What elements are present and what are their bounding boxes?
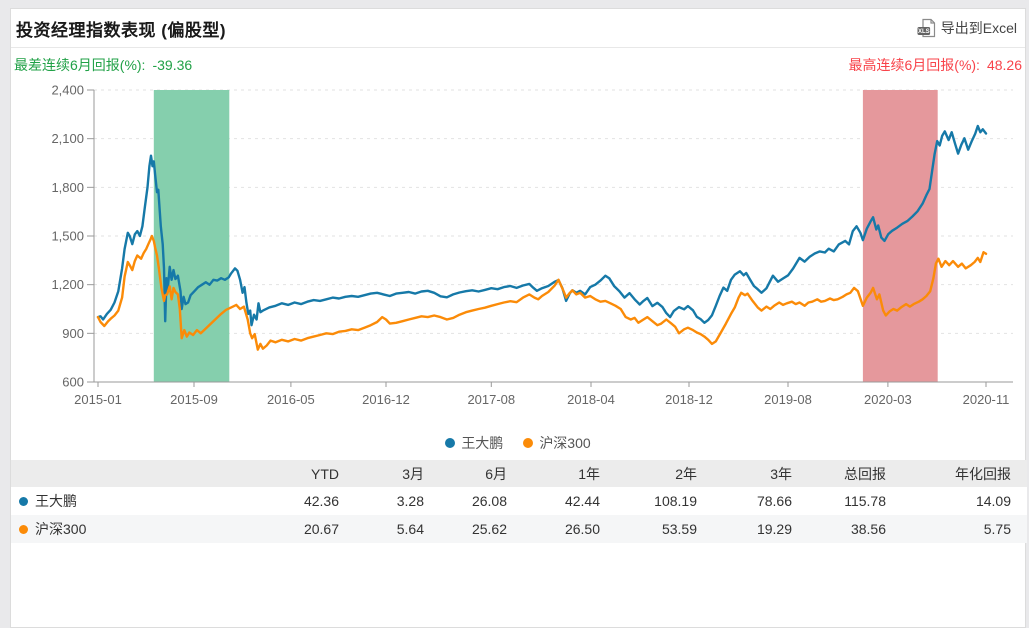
- legend-dot-hs300: [523, 438, 534, 448]
- cell-wangdapeng-3y: 78.66: [756, 493, 792, 509]
- performance-table: YTD 3月 6月 1年 2年 3年 总回报 年化回报 王大鹏 42.36 3.…: [11, 460, 1027, 543]
- cell-hs300-ytd: 20.67: [303, 521, 339, 537]
- name-column-header: [11, 460, 266, 487]
- series-line-王大鹏[interactable]: [96, 124, 988, 327]
- col-header-total-return: 总回报: [844, 465, 886, 482]
- cell-wangdapeng-1y: 42.44: [564, 493, 600, 509]
- legend-label-wangdapeng: 王大鹏: [461, 435, 504, 451]
- x-tick-label-2015-01: 2015-01: [74, 392, 122, 407]
- y-tick-label-1500: 1,500: [51, 229, 84, 244]
- table-row-hs300: 沪深300 20.67 5.64 25.62 26.50 53.59 19.29…: [11, 515, 1027, 543]
- cell-hs300-total: 38.56: [850, 521, 886, 537]
- col-header-3y: 3年: [770, 465, 792, 482]
- x-tick-label-2017-08: 2017-08: [467, 392, 515, 407]
- legend-item-hs300[interactable]: 沪深300: [523, 433, 591, 453]
- legend-item-wangdapeng[interactable]: 王大鹏: [445, 433, 503, 453]
- best-6m-return-stat: 最高连续6月回报(%): 48.26: [849, 55, 1023, 75]
- cell-hs300-3y: 19.29: [756, 521, 792, 537]
- x-tick-label-2015-09: 2015-09: [170, 392, 218, 407]
- x-tick-label-2019-08: 2019-08: [764, 392, 812, 407]
- row-name-hs300: 沪深300: [35, 521, 87, 537]
- cell-wangdapeng-6m: 26.08: [471, 493, 507, 509]
- x-tick-label-2018-04: 2018-04: [567, 392, 615, 407]
- col-header-2y: 2年: [675, 465, 697, 482]
- x-tick-label-2018-12: 2018-12: [665, 392, 713, 407]
- worst-6m-return-label: 最差连续6月回报(%):: [14, 56, 146, 73]
- export-excel-button[interactable]: XLS 导出到Excel: [917, 18, 1017, 38]
- worst-6m-return-stat: 最差连续6月回报(%): -39.36: [14, 55, 192, 75]
- legend-label-hs300: 沪深300: [539, 435, 591, 451]
- y-tick-label-1200: 1,200: [51, 277, 84, 292]
- cell-hs300-6m: 25.62: [471, 521, 507, 537]
- panel-header: 投资经理指数表现 (偏股型) XLS 导出到Excel: [11, 9, 1025, 48]
- cell-wangdapeng-annualized: 14.09: [975, 493, 1011, 509]
- col-header-3m: 3月: [402, 465, 424, 482]
- series-line-沪深300[interactable]: [96, 234, 988, 351]
- row-name-wangdapeng: 王大鹏: [35, 493, 77, 509]
- col-header-annualized-return: 年化回报: [955, 465, 1011, 482]
- table-row-wangdapeng: 王大鹏 42.36 3.28 26.08 42.44 108.19 78.66 …: [11, 487, 1027, 515]
- x-tick-label-2016-05: 2016-05: [267, 392, 315, 407]
- x-tick-label-2020-03: 2020-03: [864, 392, 912, 407]
- y-tick-label-900: 900: [62, 326, 84, 341]
- series-dot-hs300: [19, 524, 28, 534]
- x-tick-label-2020-11: 2020-11: [963, 392, 1010, 407]
- performance-chart[interactable]: 600 900 1,200 1,500 1,800 2,100 2,400 2015-01 20…: [11, 81, 1027, 413]
- table-header-row: YTD 3月 6月 1年 2年 3年 总回报 年化回报: [11, 460, 1027, 487]
- page-title: 投资经理指数表现 (偏股型): [16, 20, 227, 40]
- col-header-1y: 1年: [578, 465, 600, 482]
- cell-hs300-2y: 53.59: [661, 521, 697, 537]
- cell-wangdapeng-2y: 108.19: [654, 493, 697, 509]
- cell-wangdapeng-ytd: 42.36: [303, 493, 339, 509]
- cell-hs300-3m: 5.64: [396, 521, 424, 537]
- worst-6m-return-value: -39.36: [152, 56, 193, 73]
- svg-text:XLS: XLS: [918, 29, 930, 35]
- cell-wangdapeng-3m: 3.28: [396, 493, 424, 509]
- export-excel-label: 导出到Excel: [940, 20, 1017, 36]
- series-dot-wangdapeng: [19, 496, 28, 506]
- cell-hs300-annualized: 5.75: [983, 521, 1011, 537]
- worst-6m-window-band: [153, 90, 230, 382]
- best-6m-return-label: 最高连续6月回报(%):: [848, 56, 980, 73]
- y-tick-label-2400: 2,400: [51, 83, 84, 98]
- best-6m-window-band: [862, 90, 938, 382]
- col-header-ytd: YTD: [311, 465, 339, 482]
- xls-file-icon: XLS: [917, 18, 936, 38]
- cell-hs300-1y: 26.50: [564, 521, 600, 537]
- chart-legend: 王大鹏 沪深300: [11, 433, 1025, 453]
- y-tick-label-600: 600: [62, 375, 84, 390]
- best-6m-return-value: 48.26: [986, 56, 1022, 73]
- y-tick-label-1800: 1,800: [51, 180, 84, 195]
- y-tick-label-2100: 2,100: [51, 131, 84, 146]
- x-tick-label-2016-12: 2016-12: [362, 392, 410, 407]
- cell-wangdapeng-total: 115.78: [844, 493, 886, 509]
- return-stats-row: 最差连续6月回报(%): -39.36 最高连续6月回报(%): 48.26: [11, 48, 1025, 81]
- legend-dot-wangdapeng: [445, 438, 456, 448]
- col-header-6m: 6月: [485, 465, 507, 482]
- index-performance-panel: 投资经理指数表现 (偏股型) XLS 导出到Excel 最差连续6月回报(%):…: [10, 8, 1027, 628]
